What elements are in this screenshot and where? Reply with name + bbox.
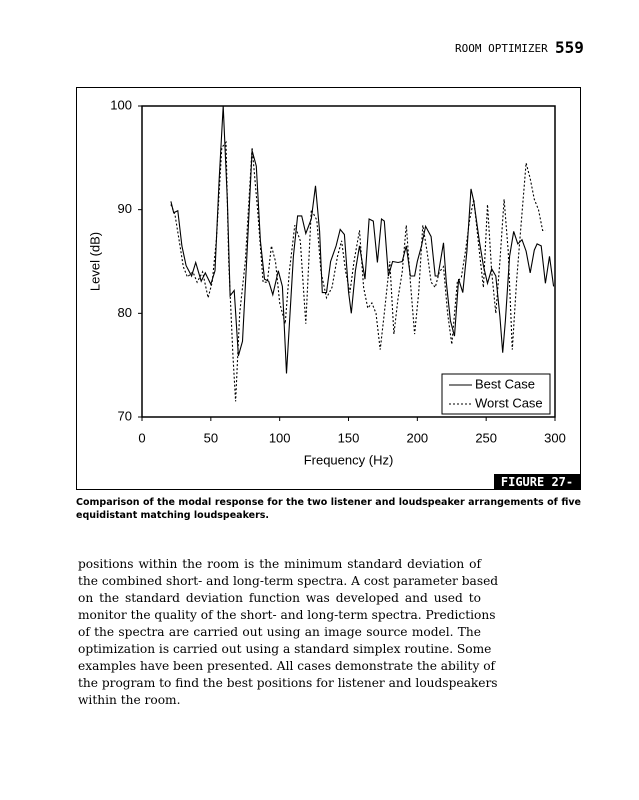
plot-area — [141, 105, 556, 418]
figure-caption: Comparison of the modal response for the… — [76, 497, 581, 521]
legend-label: Worst Case — [475, 395, 543, 410]
text-line: optimization is carried out using a stan… — [78, 642, 492, 656]
running-title: ROOM OPTIMIZER — [455, 42, 548, 55]
x-axis-label: Frequency (Hz) — [304, 452, 394, 467]
y-tick-label: 100 — [110, 97, 132, 112]
x-tick-label: 100 — [269, 430, 291, 445]
text-line: examples have been presented. All cases … — [78, 659, 496, 673]
text-line: positions within the room is the minimum… — [78, 557, 481, 571]
text-line: monitor the quality of the short- and lo… — [78, 608, 496, 622]
legend-label: Best Case — [475, 376, 535, 391]
text-line: within the room. — [78, 693, 181, 707]
x-tick-label: 300 — [544, 430, 566, 445]
x-tick-label: 250 — [475, 430, 497, 445]
y-tick-label: 90 — [118, 201, 132, 216]
page-number: 559 — [555, 38, 584, 57]
text-line: the combined short- and long-term spectr… — [78, 574, 499, 588]
series-line — [170, 140, 546, 402]
body-text: positions within the room is the minimum… — [78, 556, 499, 709]
text-line: on the standard deviation function was d… — [78, 591, 481, 605]
y-tick-label: 80 — [118, 305, 132, 320]
x-tick-label: 200 — [406, 430, 428, 445]
text-line: of the spectra are carried out using an … — [78, 625, 481, 639]
y-axis-label: Level (dB) — [87, 232, 102, 291]
legend-box — [441, 373, 551, 415]
chart: 70 80 90 100 0 50 100 150 200 250 300 Frequency (Hz… — [76, 87, 581, 490]
x-tick-label: 50 — [204, 430, 218, 445]
x-tick-label: 150 — [338, 430, 360, 445]
x-tick-label: 0 — [138, 430, 145, 445]
y-tick-label: 70 — [118, 408, 132, 423]
text-line: the program to find the best positions f… — [78, 676, 498, 690]
series-line — [170, 105, 555, 374]
figure-label: FIGURE 27-10 — [494, 474, 580, 505]
